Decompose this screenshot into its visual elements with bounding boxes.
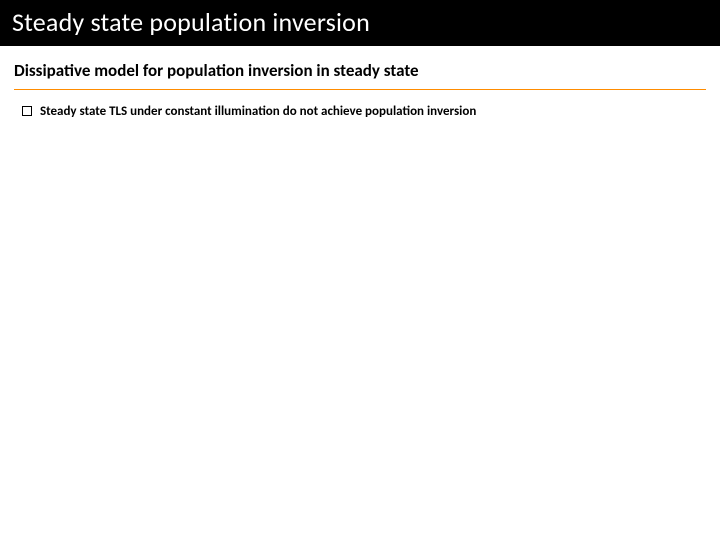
subtitle-area: Dissipative model for population inversi… [0, 46, 720, 85]
bullet-area: Steady state TLS under constant illumina… [0, 90, 720, 120]
title-bar: Steady state population inversion [0, 0, 720, 46]
slide: Steady state population inversion Dissip… [0, 0, 720, 540]
slide-title: Steady state population inversion [12, 6, 708, 38]
square-bullet-icon [22, 106, 32, 116]
slide-subtitle: Dissipative model for population inversi… [14, 60, 706, 81]
bullet-row: Steady state TLS under constant illumina… [22, 104, 706, 120]
bullet-text: Steady state TLS under constant illumina… [40, 104, 476, 120]
